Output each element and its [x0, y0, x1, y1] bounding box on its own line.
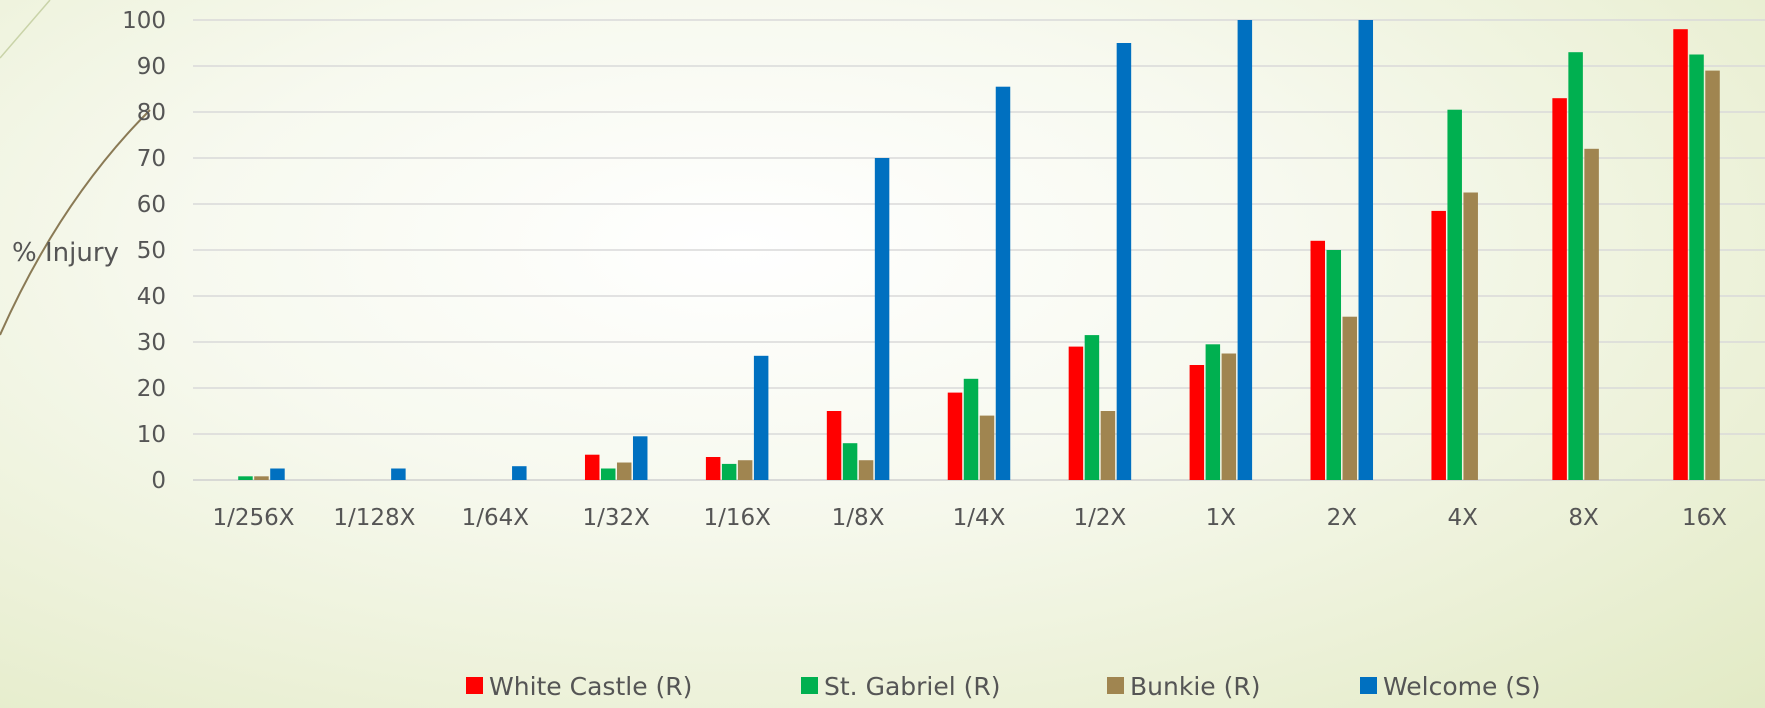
decorative-line	[0, 0, 51, 59]
bar	[1431, 210, 1446, 480]
gridlines	[193, 19, 1765, 481]
y-axis-ticks: 0 10 20 30 40 50 60 70 80 90 100	[122, 8, 166, 494]
x-tick-label: 8X	[1568, 505, 1599, 531]
bar	[1221, 353, 1237, 480]
y-tick-label: 60	[137, 192, 166, 218]
bar	[874, 158, 890, 480]
y-tick-label: 40	[137, 284, 166, 310]
decorative-swoosh	[0, 109, 151, 336]
x-tick-label: 16X	[1682, 505, 1727, 531]
legend-swatch	[801, 677, 818, 694]
x-tick-label: 1/256X	[212, 505, 294, 531]
bar	[1552, 98, 1567, 480]
bar	[979, 415, 995, 480]
legend-swatch	[1107, 677, 1124, 694]
bar	[1568, 52, 1583, 480]
legend-swatch	[1360, 677, 1377, 694]
bar	[1205, 344, 1221, 480]
y-tick-label: 90	[137, 54, 166, 80]
bar	[705, 457, 721, 480]
bar	[512, 466, 527, 480]
y-tick-label: 100	[122, 8, 166, 34]
x-tick-label: 1/2X	[1074, 505, 1127, 531]
x-axis-ticks: 1/256X 1/128X 1/64X 1/32X 1/16X 1/8X 1/4X 1/2X 1…	[212, 505, 1727, 531]
legend-label: St. Gabriel (R)	[824, 672, 1001, 701]
bar	[858, 460, 874, 480]
bars	[238, 20, 1720, 481]
bar	[1310, 240, 1326, 480]
y-tick-label: 80	[137, 100, 166, 126]
y-tick-label: 70	[137, 146, 166, 172]
legend-swatch	[466, 677, 483, 694]
y-tick-label: 20	[137, 376, 166, 402]
bar	[826, 411, 842, 480]
bar	[1189, 365, 1205, 480]
x-tick-label: 1/32X	[583, 505, 651, 531]
bar	[842, 443, 858, 480]
legend-label: Bunkie (R)	[1130, 672, 1260, 701]
legend: White Castle (R) St. Gabriel (R) Bunkie (R…	[466, 672, 1541, 701]
bar	[1326, 250, 1342, 480]
bar	[1673, 29, 1688, 480]
bar	[737, 460, 753, 480]
bar	[1705, 70, 1720, 480]
x-tick-label: 1/16X	[703, 505, 771, 531]
x-tick-label: 1/128X	[333, 505, 415, 531]
x-tick-label: 1X	[1206, 505, 1237, 531]
bar	[600, 468, 616, 480]
bar	[1689, 54, 1704, 480]
y-tick-label: 10	[137, 422, 166, 448]
bar	[1100, 411, 1116, 480]
legend-label: Welcome (S)	[1383, 672, 1541, 701]
bar	[1342, 316, 1358, 480]
bar	[1463, 192, 1478, 480]
y-tick-label: 30	[137, 330, 166, 356]
bar	[947, 392, 963, 480]
bar	[391, 468, 406, 480]
bar	[1084, 335, 1100, 480]
bar	[721, 463, 737, 480]
bar	[753, 355, 769, 480]
bar	[584, 454, 600, 480]
bar	[1358, 20, 1374, 480]
legend-label: White Castle (R)	[489, 672, 692, 701]
bar	[1068, 346, 1084, 480]
bar	[995, 86, 1011, 480]
bar	[1237, 20, 1253, 480]
bar	[238, 476, 253, 480]
bar	[632, 436, 648, 480]
bar	[1116, 43, 1132, 480]
bar	[1447, 109, 1462, 480]
x-tick-label: 1/4X	[953, 505, 1006, 531]
x-tick-label: 1/8X	[832, 505, 885, 531]
bar	[1584, 148, 1599, 481]
y-tick-label: 0	[151, 468, 166, 494]
x-tick-label: 1/64X	[462, 505, 530, 531]
y-tick-label: 50	[137, 238, 166, 264]
x-tick-label: 4X	[1447, 505, 1478, 531]
bar	[254, 476, 269, 480]
bar	[270, 468, 285, 480]
bar	[963, 378, 979, 480]
bar	[616, 462, 632, 480]
x-tick-label: 2X	[1327, 505, 1358, 531]
y-axis-title: % Injury	[12, 238, 119, 268]
